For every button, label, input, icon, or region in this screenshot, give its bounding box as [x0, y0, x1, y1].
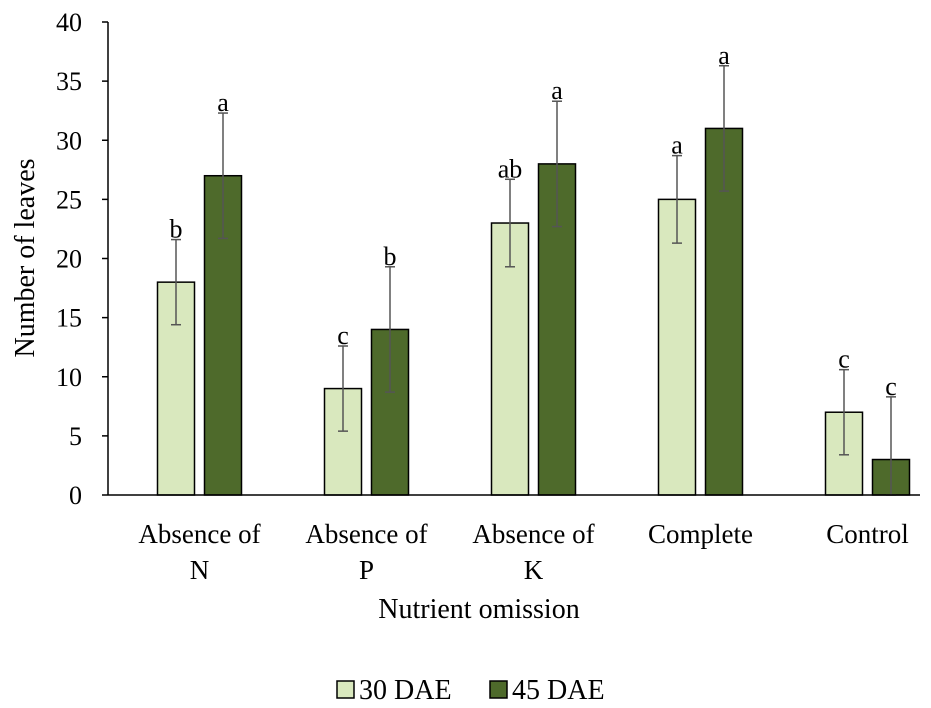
legend-swatch — [336, 680, 355, 699]
y-tick-label: 40 — [56, 8, 82, 37]
significance-label: a — [217, 88, 229, 117]
x-tick-label: Absence of — [472, 519, 594, 549]
x-tick-label: P — [359, 555, 374, 585]
x-axis: Absence of N Absence of P Absence of K Complet… — [108, 494, 920, 585]
legend-label: 45 DAE — [512, 675, 605, 706]
y-tick-label: 30 — [56, 126, 82, 155]
error-bars — [171, 65, 896, 496]
significance-label: c — [885, 372, 897, 401]
y-axis: 0 5 10 15 20 25 30 35 40 — [56, 8, 109, 510]
x-tick-label: N — [190, 555, 210, 585]
y-tick-label: 25 — [56, 185, 82, 214]
y-tick-label: 0 — [69, 481, 82, 510]
bars — [156, 127, 911, 496]
x-tick-label: K — [524, 555, 544, 585]
y-tick-label: 20 — [56, 245, 82, 274]
legend-label: 30 DAE — [359, 675, 452, 706]
significance-label: a — [671, 131, 683, 160]
y-tick-label: 35 — [56, 67, 82, 96]
legend: 30 DAE 45 DAE — [336, 675, 605, 706]
x-axis-title: Nutrient omission — [378, 594, 579, 625]
x-tick-label: Complete — [648, 519, 753, 549]
legend-swatch — [489, 680, 508, 699]
significance-label: c — [838, 345, 850, 374]
significance-label: a — [551, 76, 563, 105]
y-tick-label: 15 — [56, 304, 82, 333]
x-tick-label: Absence of — [138, 519, 260, 549]
x-tick-label: Control — [826, 519, 909, 549]
bar-45-dae — [370, 328, 410, 496]
x-tick-label: Absence of — [305, 519, 427, 549]
significance-label: b — [384, 242, 397, 271]
significance-labels: b a c b ab a a a c c — [170, 41, 897, 401]
y-tick-label: 5 — [69, 422, 82, 451]
significance-label: c — [337, 321, 349, 350]
significance-label: ab — [498, 154, 523, 183]
significance-label: b — [170, 215, 183, 244]
y-axis-title: Number of leaves — [10, 158, 41, 357]
significance-label: a — [718, 41, 730, 70]
y-tick-label: 10 — [56, 363, 82, 392]
